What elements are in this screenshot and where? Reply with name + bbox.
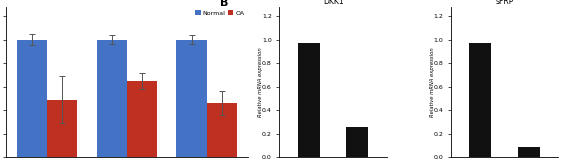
Text: B: B [221, 0, 229, 8]
Title: DKK1: DKK1 [323, 0, 343, 6]
Bar [127, 81, 157, 157]
Legend: Normal, OA: Normal, OA [194, 10, 245, 17]
Bar [17, 40, 47, 157]
Bar [177, 40, 207, 157]
Bar [518, 147, 540, 157]
Y-axis label: Relative mRNA expression: Relative mRNA expression [258, 47, 263, 117]
Bar [207, 103, 237, 157]
Bar [96, 40, 127, 157]
Bar [298, 43, 320, 157]
Title: sFRP: sFRP [496, 0, 514, 6]
Bar [469, 43, 491, 157]
Bar [346, 127, 368, 157]
Y-axis label: Relative mRNA expression: Relative mRNA expression [430, 47, 435, 117]
Bar [47, 100, 77, 157]
